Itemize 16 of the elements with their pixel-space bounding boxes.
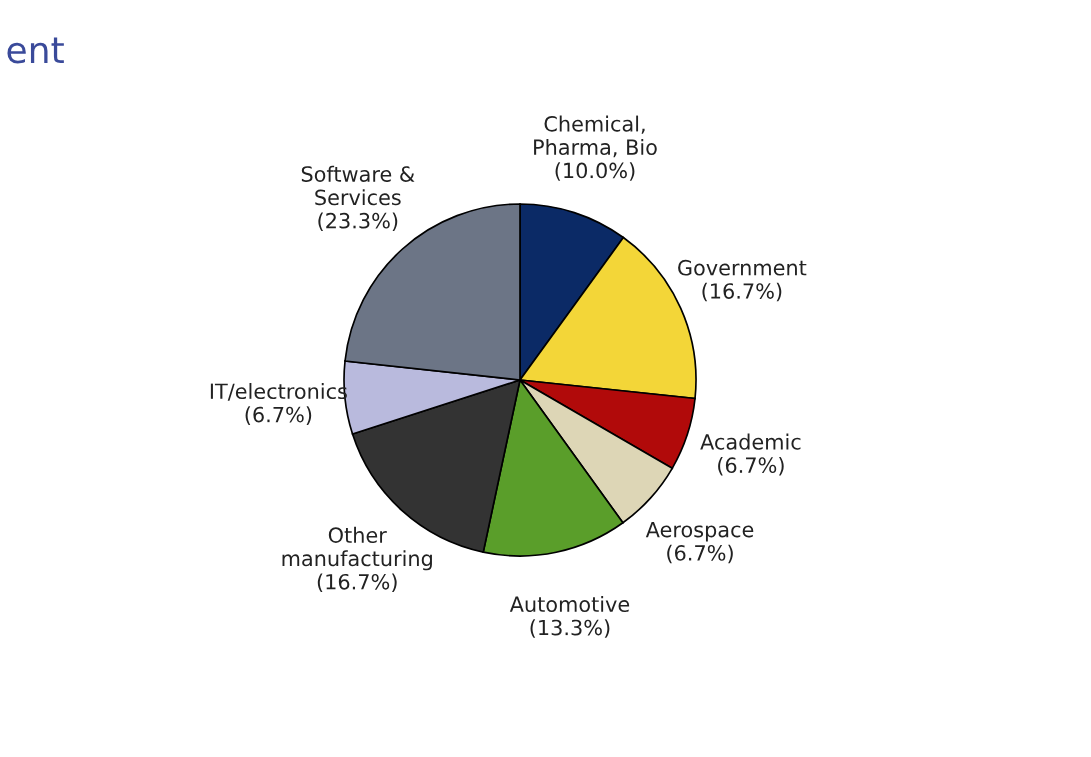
data-label: (6.7%) [667, 544, 733, 564]
slice-label: Chemical, Pharma, Bio [534, 115, 657, 158]
slice-label: Other manufacturing [282, 526, 432, 571]
slice-label: Academic [700, 433, 801, 450]
data-label: (23.3%) [318, 212, 398, 232]
data-label: (6.7%) [718, 456, 784, 476]
chart-title: ent [7, 37, 64, 64]
data-label: (16.7%) [317, 573, 397, 593]
slice-label: Software & Services [301, 165, 415, 206]
data-label: (10.0%) [555, 162, 635, 181]
data-label: (16.7%) [702, 282, 782, 302]
slice-label: Government [678, 259, 807, 276]
slice-label: Aerospace [645, 521, 754, 542]
data-label: (6.7%) [245, 406, 312, 425]
data-label: (13.3%) [530, 619, 610, 638]
slice-label: Automotive [509, 595, 630, 613]
